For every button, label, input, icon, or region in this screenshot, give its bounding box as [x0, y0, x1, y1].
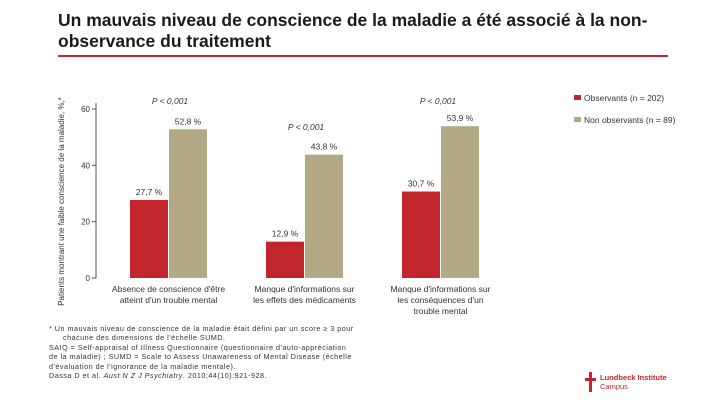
footnote-line: chacune des dimensions de l'échelle SUMD…	[63, 333, 226, 343]
reference: Dassa D et al. Aust N Z J Psychiatry. 20…	[49, 371, 389, 380]
legend-swatch	[574, 95, 581, 100]
lundbeck-logo: Lundbeck Institute Campus	[582, 369, 692, 395]
bar-observants	[402, 191, 440, 278]
category-label: Manque d'informations sur les effets des …	[253, 284, 356, 305]
y-axis: 0 20 40 60	[81, 103, 97, 283]
logo-text: Lundbeck Institute Campus	[600, 373, 667, 391]
footnote-line: de la maladie) ; SUMD = Scale to Assess …	[49, 352, 352, 362]
bar-non-observants	[169, 129, 207, 278]
y-tick-label: 0	[86, 274, 91, 283]
footnote-line: SAIQ = Self-appraisal of Illness Questio…	[49, 342, 347, 352]
bar-value-label: 27,7 %	[136, 187, 163, 197]
bar-value-label: 53,9 %	[447, 113, 474, 123]
footnote-line: * Un mauvais niveau de conscience de la …	[49, 324, 354, 333]
bar-value-label: 12,9 %	[272, 229, 299, 239]
p-value-label: P < 0,001	[152, 96, 189, 106]
y-tick-label: 20	[81, 218, 90, 227]
legend-entry: Observants (n = 202)	[584, 93, 664, 103]
footnote-line: d'évaluation de l'ignorance de la maladi…	[49, 361, 236, 371]
footnote: * Un mauvais niveau de conscience de la …	[49, 324, 389, 380]
logo-mark-icon	[585, 372, 596, 392]
reference-authors: Dassa D et al.	[49, 371, 104, 381]
bars: 27,7 % 12,9 % 30,7 % 52,8 % 43,8 % 53,9 %	[130, 113, 479, 278]
legend: Observants (n = 202) Non observants (n = …	[574, 93, 676, 125]
legend-entry: Non observants (n = 89)	[584, 115, 676, 125]
logo-line2: Campus	[600, 382, 628, 391]
bar-value-label: 30,7 %	[408, 179, 435, 189]
p-value-annotations: P < 0,001 P < 0,001 P < 0,001	[152, 96, 457, 132]
legend-swatch	[574, 117, 581, 122]
logo-line1: Lundbeck Institute	[600, 373, 667, 382]
p-value-label: P < 0,001	[288, 122, 325, 132]
bar-non-observants	[441, 126, 479, 278]
bar-observants	[266, 241, 304, 278]
y-tick-label: 40	[81, 161, 90, 170]
category-label: Manque d'informations sur les conséquence…	[391, 284, 491, 316]
bar-value-label: 43,8 %	[311, 142, 338, 152]
slide-title: Un mauvais niveau de conscience de la ma…	[58, 10, 648, 51]
category-labels: Absence de conscience d'être atteint d'un…	[112, 284, 491, 316]
y-tick-label: 60	[81, 105, 90, 114]
p-value-label: P < 0,001	[420, 96, 457, 106]
reference-journal: Aust N Z J Psychiatry	[103, 371, 183, 381]
category-label: Absence de conscience d'être atteint d'un…	[112, 284, 225, 305]
title-underline	[58, 55, 668, 57]
y-axis-label: Patients montrant une faible conscience …	[57, 97, 66, 306]
bar-value-label: 52,8 %	[175, 116, 202, 126]
reference-details: . 2010;44(10):921-928.	[182, 371, 267, 381]
bar-non-observants	[305, 154, 343, 278]
bar-observants	[130, 199, 168, 278]
